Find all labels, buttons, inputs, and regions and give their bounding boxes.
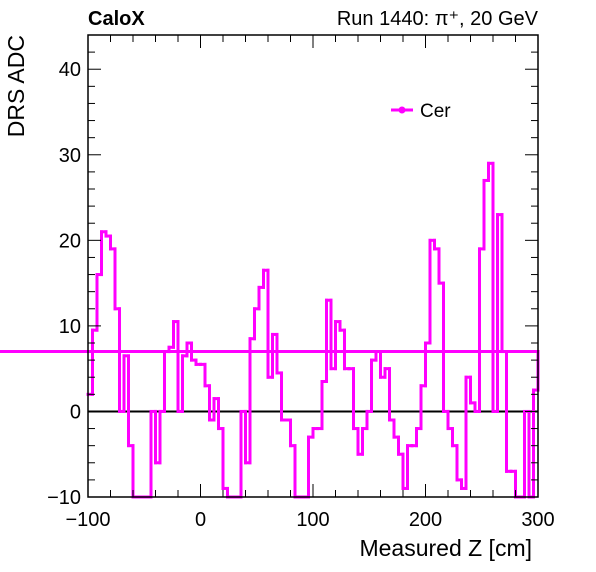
legend-marker-cer xyxy=(398,106,406,114)
y-tick-label: 0 xyxy=(70,401,81,423)
x-tick-label: 200 xyxy=(409,509,442,531)
y-tick-label: −10 xyxy=(47,487,81,509)
x-axis-title: Measured Z [cm] xyxy=(359,535,532,561)
legend-label-cer: Cer xyxy=(420,101,451,122)
axis-ticks xyxy=(87,34,539,498)
x-tick-label: 300 xyxy=(521,509,554,531)
chart-logo-caloX: CaloX xyxy=(88,8,145,30)
y-tick-label: 30 xyxy=(59,145,81,167)
y-axis-title: DRS ADC xyxy=(3,35,29,137)
y-tick-label: 20 xyxy=(59,230,81,252)
x-tick-label: 0 xyxy=(195,509,206,531)
x-tick-label: 100 xyxy=(296,509,329,531)
legend: Cer xyxy=(391,101,451,122)
chart-run-info: Run 1440: π⁺, 20 GeV xyxy=(337,8,539,30)
x-tick-label: −100 xyxy=(65,509,110,531)
y-tick-label: 10 xyxy=(59,316,81,338)
y-tick-label: 40 xyxy=(59,59,81,81)
